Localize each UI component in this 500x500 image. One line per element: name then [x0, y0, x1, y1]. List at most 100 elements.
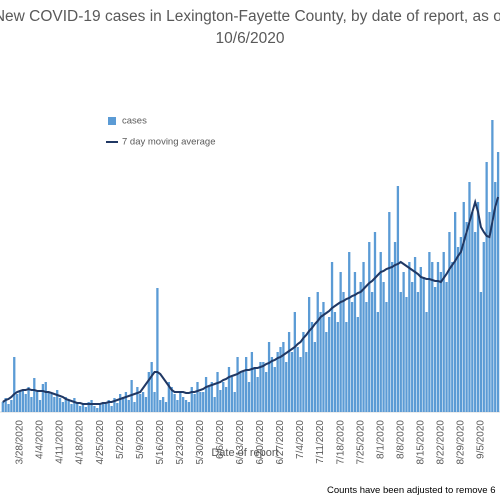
- legend-label: cases: [122, 116, 147, 127]
- x-tick-label: 4/11/2020: [55, 420, 66, 464]
- bar: [93, 406, 96, 412]
- bar: [491, 120, 494, 412]
- bar: [78, 406, 82, 412]
- bar: [253, 367, 256, 412]
- bar: [279, 347, 282, 412]
- bar: [359, 282, 362, 412]
- bar: [262, 362, 265, 412]
- bar: [433, 287, 437, 412]
- bar: [265, 372, 268, 412]
- bar: [116, 403, 119, 412]
- bar: [1, 402, 4, 412]
- bar: [207, 387, 211, 412]
- bar: [365, 302, 368, 412]
- bar: [156, 288, 159, 412]
- x-tick-label: 8/8/2020: [395, 420, 406, 459]
- plot: [1, 120, 500, 412]
- bar: [465, 222, 468, 412]
- bar: [413, 257, 417, 412]
- bar: [259, 362, 262, 412]
- bar: [133, 402, 136, 412]
- x-tick-label: 8/29/2020: [456, 420, 467, 465]
- bar: [368, 242, 371, 412]
- x-tick-label: 5/23/2020: [175, 420, 186, 465]
- bar: [21, 390, 24, 412]
- bar: [399, 292, 402, 412]
- bar: [230, 377, 233, 412]
- bar: [239, 372, 242, 412]
- footnote: Counts have been adjusted to remove 6: [327, 485, 495, 496]
- bar: [330, 262, 334, 412]
- x-axis-label: Date of report: [211, 447, 278, 459]
- bar: [459, 237, 463, 412]
- bar: [18, 392, 22, 412]
- bar: [428, 252, 431, 412]
- x-tick-label: 8/15/2020: [415, 420, 426, 465]
- bar: [333, 312, 337, 412]
- bar: [328, 317, 331, 412]
- bar: [210, 382, 213, 412]
- x-tick-label: 5/30/2020: [195, 420, 206, 465]
- chart-title: New COVID-19 cases in Lexington-Fayette …: [0, 8, 500, 47]
- bar: [58, 398, 62, 412]
- bar: [76, 402, 79, 412]
- bar: [159, 400, 162, 412]
- bar: [482, 242, 485, 412]
- bar: [267, 342, 271, 412]
- bar: [73, 398, 76, 412]
- bar: [84, 407, 87, 412]
- x-tick-label: 4/4/2020: [35, 420, 46, 459]
- bar: [13, 357, 16, 412]
- bar: [325, 332, 328, 412]
- bar: [408, 262, 411, 412]
- bar: [87, 402, 90, 412]
- bar: [373, 232, 377, 412]
- bar: [474, 232, 477, 412]
- x-tick-label: 4/25/2020: [95, 420, 106, 465]
- bar: [276, 352, 279, 412]
- footnote-box: [322, 481, 500, 498]
- bar: [391, 262, 394, 412]
- bar: [416, 292, 420, 412]
- bar: [348, 252, 351, 412]
- bar: [270, 357, 274, 412]
- x-tick-label: 5/2/2020: [115, 420, 126, 459]
- bar: [101, 402, 105, 412]
- bar: [202, 392, 205, 412]
- bar: [396, 186, 400, 412]
- bar: [405, 297, 408, 412]
- bar: [350, 302, 354, 412]
- bar: [4, 398, 7, 412]
- bar: [90, 400, 93, 412]
- bar: [485, 162, 488, 412]
- bar: [393, 242, 397, 412]
- bar: [219, 390, 222, 412]
- moving-average-line: [2, 196, 500, 405]
- bar: [353, 272, 357, 412]
- bar: [290, 352, 294, 412]
- x-tick-label: 8/1/2020: [375, 420, 386, 459]
- bar: [287, 332, 291, 412]
- bar: [176, 400, 179, 412]
- bar: [144, 397, 148, 412]
- bar: [44, 382, 47, 412]
- bar: [173, 394, 176, 412]
- bar: [382, 282, 385, 412]
- bar: [113, 398, 116, 412]
- bar: [468, 182, 471, 412]
- bar: [342, 292, 345, 412]
- bar: [61, 402, 65, 412]
- bar: [187, 402, 191, 412]
- bar: [302, 332, 305, 412]
- bar: [107, 400, 110, 412]
- bar: [425, 312, 428, 412]
- bar: [273, 367, 276, 412]
- x-tick-label: 7/25/2020: [355, 420, 366, 465]
- bar: [193, 394, 196, 412]
- x-tick-label: 5/9/2020: [135, 420, 146, 459]
- bar: [471, 212, 474, 412]
- x-tick-label: 7/18/2020: [335, 420, 346, 465]
- bar: [250, 352, 254, 412]
- bar: [299, 357, 302, 412]
